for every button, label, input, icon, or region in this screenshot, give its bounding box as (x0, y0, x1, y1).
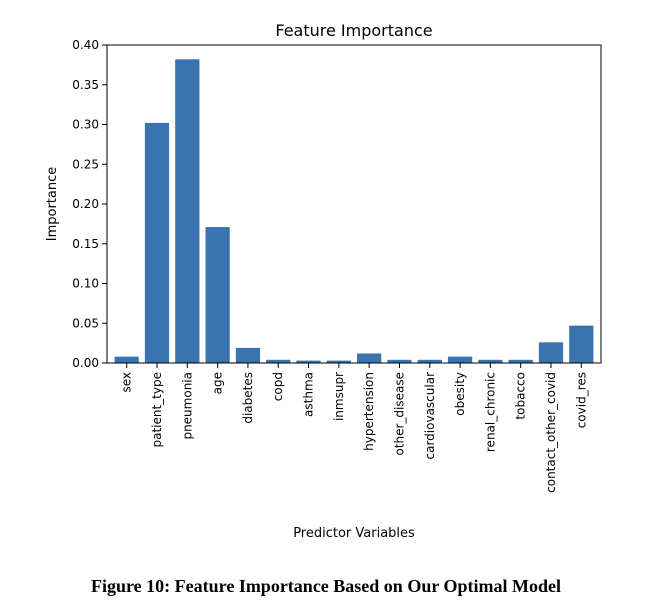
y-tick-label: 0.10 (72, 277, 99, 291)
x-tick-label: renal_chronic (483, 372, 497, 452)
x-tick-label: covid_res (574, 372, 588, 428)
x-tick-label: sex (120, 372, 134, 393)
figure-caption: Figure 10: Feature Importance Based on O… (91, 576, 561, 596)
bar-covid-res (569, 325, 594, 363)
bar-patient-type (144, 122, 170, 363)
bar-renal-chronic (478, 359, 503, 363)
plot-area (114, 59, 594, 364)
x-tick-label: hypertension (362, 372, 376, 451)
bar-diabetes (235, 347, 261, 363)
bar-age (205, 227, 230, 363)
x-tick-label: patient_type (150, 372, 164, 448)
x-tick-label: obesity (453, 372, 467, 416)
y-tick-label: 0.30 (72, 118, 99, 132)
x-tick-label: other_disease (392, 372, 406, 456)
bar-obesity (447, 356, 473, 363)
bar-inmsupr (326, 360, 351, 363)
feature-importance-chart: Feature Importance 0.000.050.100.150.200… (45, 21, 602, 541)
x-axis-label: Predictor Variables (293, 526, 415, 541)
bar-asthma (296, 360, 321, 363)
y-axis-label: Importance (45, 167, 60, 242)
chart-title: Feature Importance (275, 21, 432, 40)
x-tick-label: asthma (302, 372, 316, 417)
bar-cardiovascular (417, 359, 442, 363)
bar-hypertension (357, 353, 382, 363)
y-tick-label: 0.05 (72, 316, 99, 330)
x-tick-label: cardiovascular (423, 372, 437, 460)
x-tick-label: contact_other_covid (544, 372, 558, 493)
x-tick-label: inmsupr (332, 372, 346, 421)
bar-other-disease (387, 359, 412, 363)
y-axis-ticks: 0.00 0.05 0.10 0.15 0.20 0.25 0.30 0.35 0.40 (72, 38, 107, 370)
x-tick-label: diabetes (241, 372, 255, 424)
y-tick-label: 0.20 (72, 197, 99, 211)
bar-copd (266, 359, 291, 363)
y-tick-label: 0.25 (72, 157, 99, 171)
x-tick-label: copd (271, 372, 285, 401)
x-tick-label: age (211, 372, 225, 394)
x-tick-label: pneumonia (180, 372, 194, 440)
x-tick-label: tobacco (514, 372, 528, 420)
bar-contact-other-covid (538, 342, 564, 363)
x-axis-ticks: sex patient_type pneumonia age diabetes copd a… (120, 363, 588, 493)
bar-tobacco (508, 359, 533, 363)
y-tick-label: 0.40 (72, 38, 99, 52)
y-tick-label: 0.35 (72, 78, 99, 92)
y-tick-label: 0.00 (72, 356, 99, 370)
y-tick-label: 0.15 (72, 237, 99, 251)
bar-sex (114, 356, 139, 363)
bar-pneumonia (175, 59, 200, 364)
